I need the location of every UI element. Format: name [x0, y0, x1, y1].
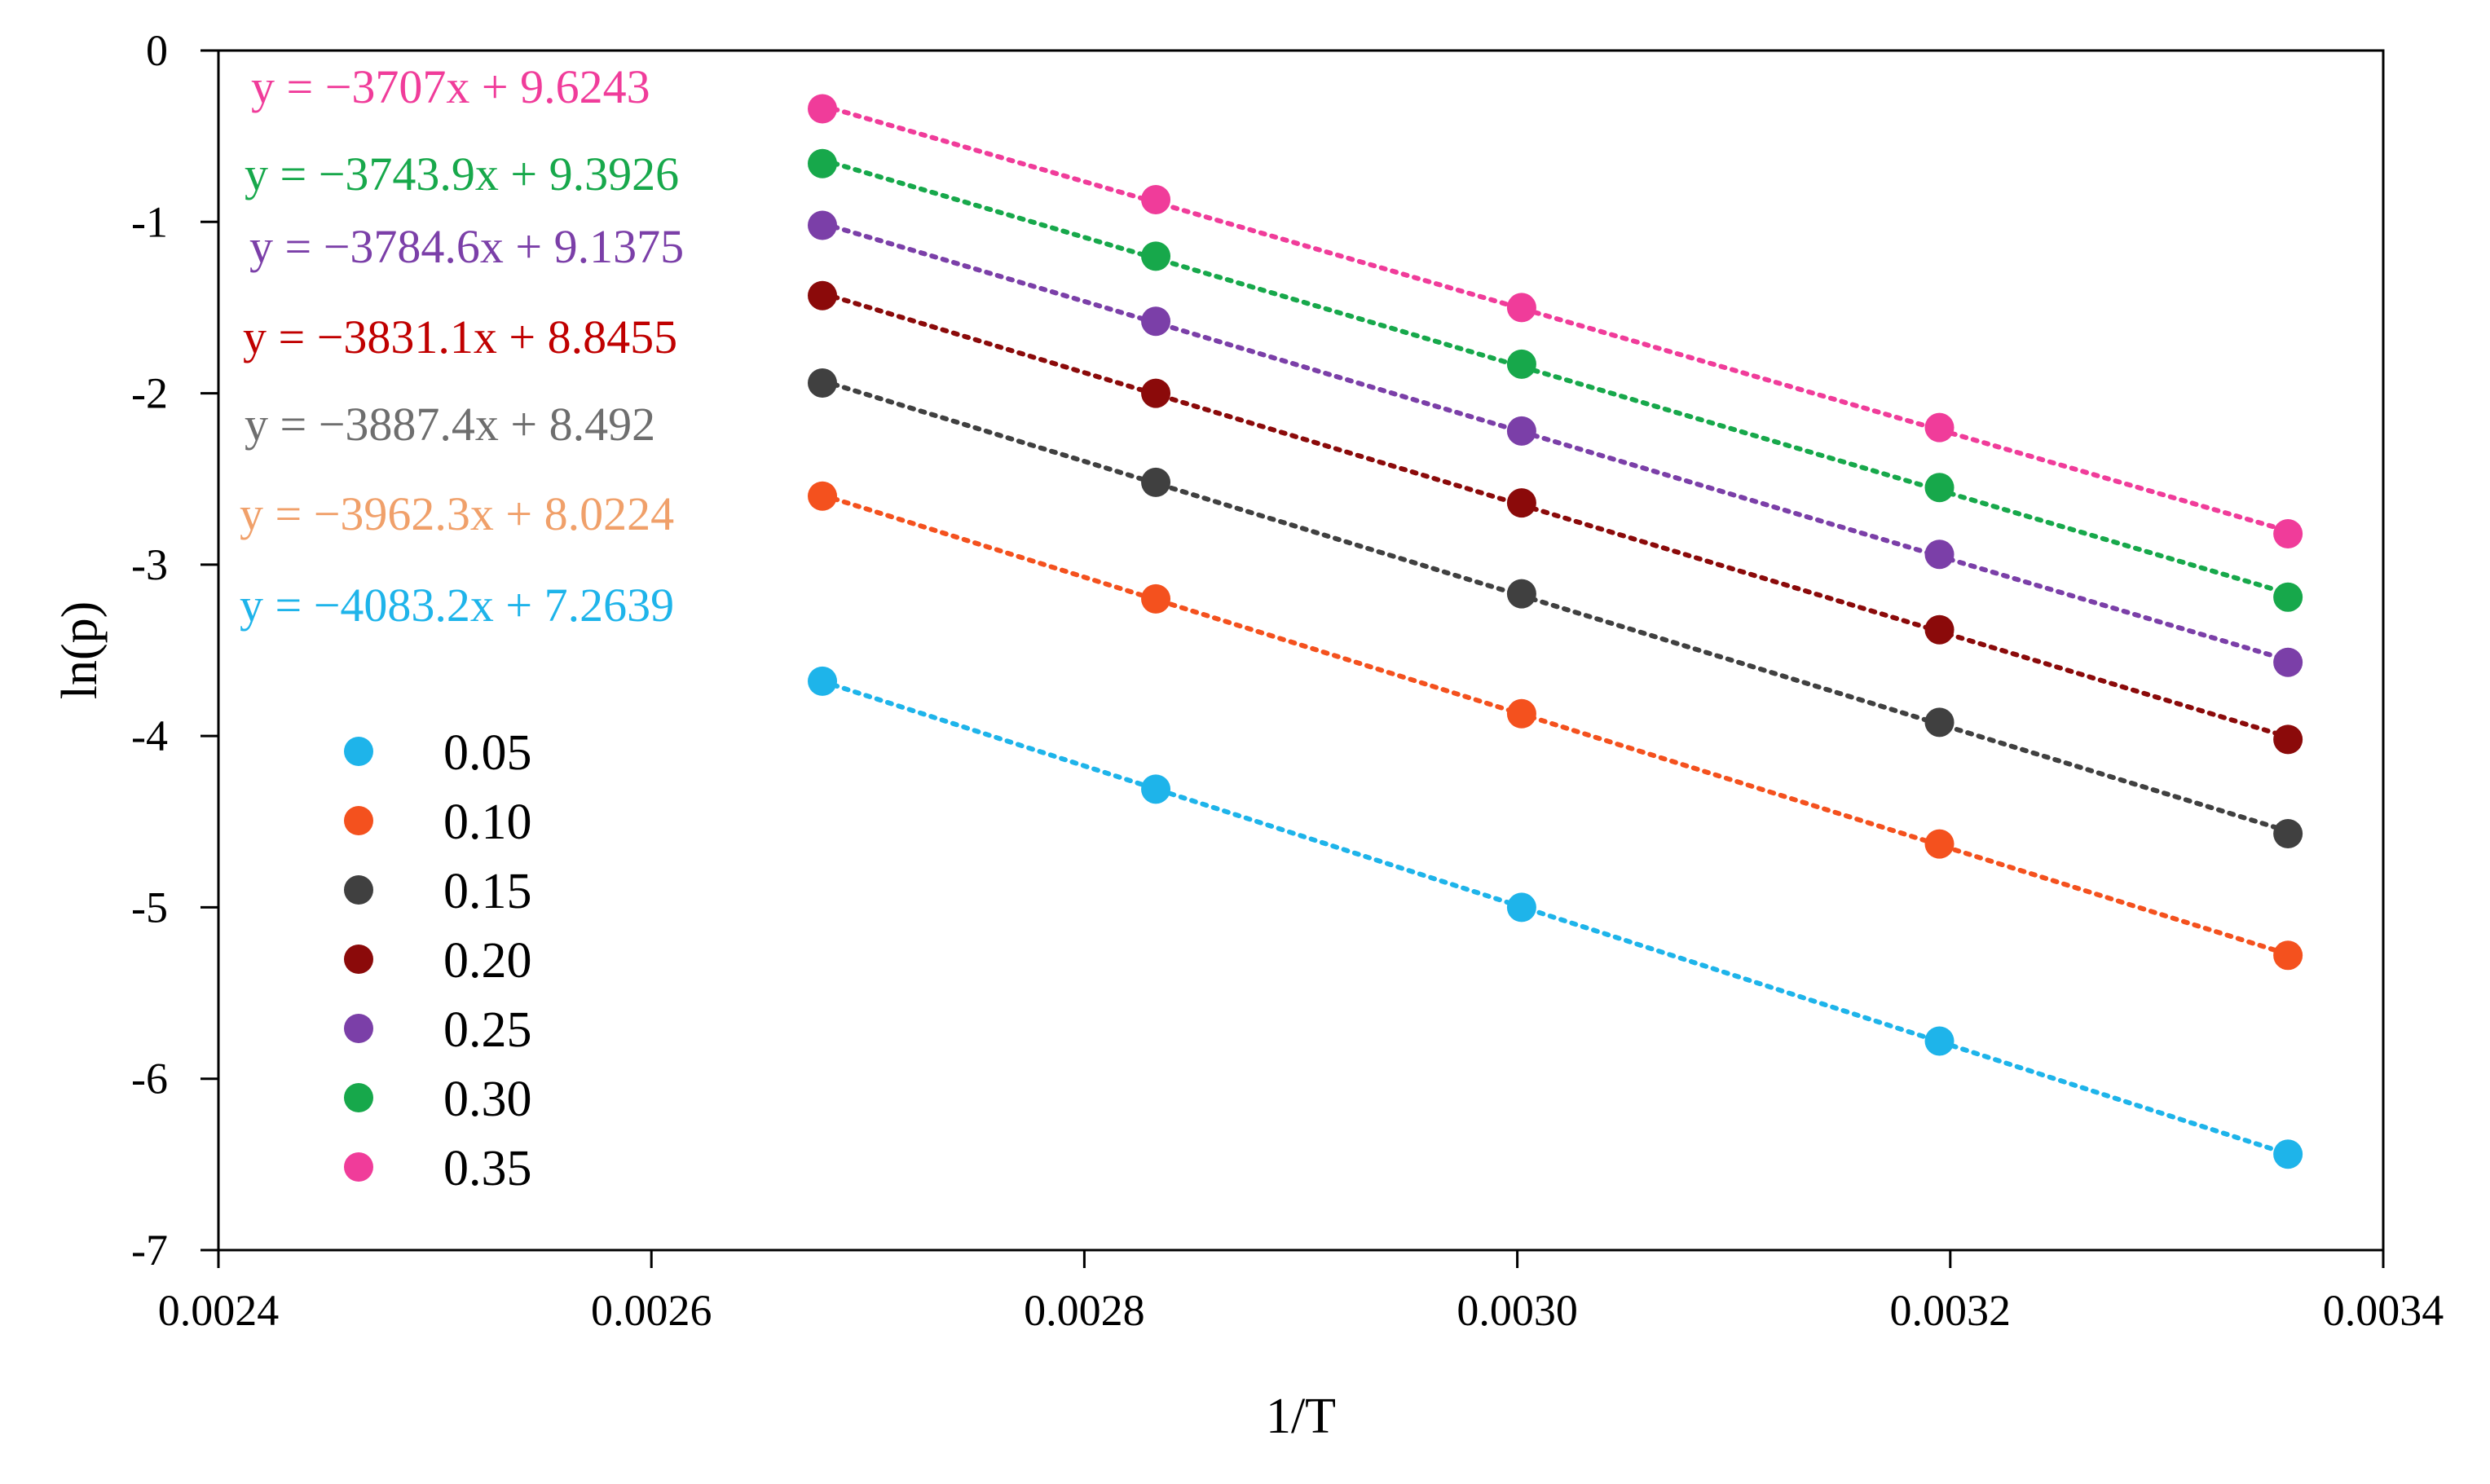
trendline-equation-0.15: y = −3887.4x + 8.492	[245, 398, 655, 451]
trendline-0.35	[820, 103, 2291, 534]
trendline-equation-0.05: y = −4083.2x + 7.2639	[240, 579, 674, 632]
data-point-0.30	[1924, 473, 1955, 503]
data-point-0.25	[1141, 306, 1171, 337]
legend-label-0.20: 0.20	[443, 933, 532, 989]
legend-label-0.05: 0.05	[443, 725, 532, 781]
trendline-0.25	[820, 221, 2291, 663]
data-point-0.15	[1506, 579, 1536, 609]
legend-label-0.35: 0.35	[443, 1141, 532, 1196]
trendline-equation-0.30: y = −3743.9x + 9.3926	[245, 148, 679, 200]
trendline-equation-0.25: y = −3784.6x + 9.1375	[249, 220, 684, 273]
data-point-0.20	[2273, 724, 2303, 755]
data-point-0.10	[1506, 698, 1536, 729]
data-point-0.05	[1924, 1026, 1955, 1056]
x-tick-label: 0.0024	[158, 1286, 280, 1335]
data-point-0.30	[1141, 241, 1171, 271]
data-point-0.30	[808, 148, 838, 178]
data-point-0.35	[1506, 293, 1536, 323]
data-point-0.10	[808, 481, 838, 511]
data-point-0.15	[2273, 819, 2303, 849]
data-point-0.05	[2273, 1139, 2303, 1169]
data-point-0.15	[1924, 707, 1955, 738]
y-axis-title: ln(p)	[52, 601, 108, 700]
legend-label-0.15: 0.15	[443, 864, 532, 919]
y-tick-label: -2	[131, 369, 168, 418]
trendline-equation-0.10: y = −3962.3x + 8.0224	[240, 487, 674, 540]
data-point-0.35	[1141, 184, 1171, 214]
data-point-0.15	[808, 368, 838, 398]
x-tick-label: 0.0032	[1890, 1286, 2012, 1335]
y-tick-label: -7	[131, 1226, 168, 1275]
data-point-0.05	[1141, 774, 1171, 804]
legend-label-0.30: 0.30	[443, 1072, 532, 1127]
data-point-0.05	[808, 666, 838, 696]
legend-marker-0.05	[344, 737, 373, 766]
x-tick-label: 0.0028	[1024, 1286, 1145, 1335]
y-tick-label: -4	[131, 711, 168, 760]
data-point-0.30	[2273, 582, 2303, 612]
plot-area-border	[217, 49, 2385, 1252]
legend-marker-0.30	[344, 1083, 373, 1112]
legend-label-0.10: 0.10	[443, 795, 532, 850]
data-point-0.35	[808, 94, 838, 124]
data-point-0.05	[1506, 892, 1536, 923]
legend-marker-0.25	[344, 1014, 373, 1043]
x-tick-label: 0.0030	[1457, 1286, 1578, 1335]
data-point-0.20	[808, 280, 838, 310]
y-tick-label: 0	[146, 26, 168, 75]
data-point-0.30	[1506, 349, 1536, 379]
x-axis-title: 1/T	[1266, 1389, 1336, 1444]
legend-marker-0.15	[344, 875, 373, 905]
data-point-0.10	[2273, 940, 2303, 971]
data-point-0.20	[1924, 614, 1955, 645]
trendline-0.05	[820, 679, 2291, 1157]
y-tick-label: -3	[131, 540, 168, 589]
data-point-0.25	[1506, 416, 1536, 446]
trendline-0.10	[820, 492, 2291, 957]
trendline-equation-0.35: y = −3707x + 9.6243	[251, 60, 650, 113]
y-tick-label: -6	[131, 1055, 168, 1103]
legend-label-0.25: 0.25	[443, 1002, 532, 1058]
x-tick-label: 0.0026	[591, 1286, 712, 1335]
trendline-0.15	[820, 378, 2291, 834]
trendline-equation-0.20: y = −3831.1x + 8.8455	[243, 310, 677, 363]
trendline-0.20	[820, 290, 2291, 740]
data-point-0.20	[1506, 488, 1536, 518]
data-point-0.15	[1141, 467, 1171, 497]
y-tick-label: -1	[131, 197, 168, 246]
data-point-0.35	[1924, 412, 1955, 443]
data-point-0.10	[1924, 829, 1955, 859]
trendline-0.30	[820, 157, 2291, 597]
data-point-0.25	[2273, 647, 2303, 677]
legend-marker-0.20	[344, 945, 373, 974]
data-point-0.25	[1924, 539, 1955, 570]
x-tick-label: 0.0034	[2323, 1286, 2444, 1335]
data-point-0.20	[1141, 378, 1171, 408]
data-point-0.25	[808, 210, 838, 240]
y-tick-label: -5	[131, 883, 168, 931]
data-point-0.35	[2273, 519, 2303, 549]
legend-marker-0.35	[344, 1152, 373, 1182]
legend-marker-0.10	[344, 806, 373, 835]
data-point-0.10	[1141, 583, 1171, 614]
